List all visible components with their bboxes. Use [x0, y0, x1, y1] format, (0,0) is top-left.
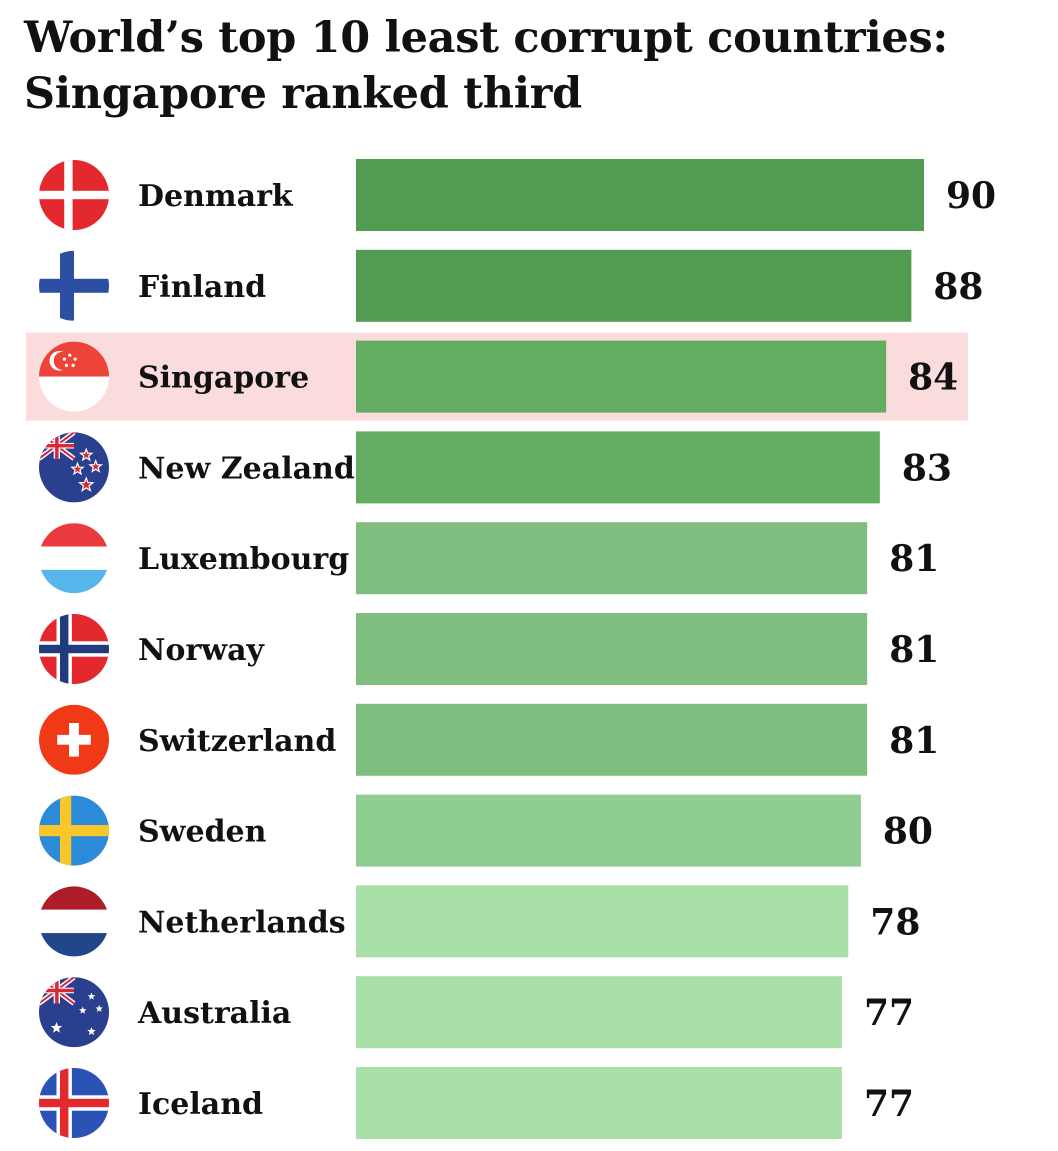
value-label: 77: [864, 992, 914, 1034]
country-label: Luxembourg: [138, 542, 349, 577]
value-label: 80: [883, 811, 933, 853]
country-label: Norway: [138, 633, 266, 668]
value-label: 81: [889, 629, 939, 671]
country-label: Sweden: [138, 815, 267, 850]
bar: [356, 159, 924, 231]
country-label: Switzerland: [138, 724, 336, 759]
switzerland-flag-icon: [39, 704, 109, 775]
value-label: 83: [902, 447, 952, 489]
value-label: 88: [933, 266, 983, 308]
bar-row-norway: Norway 81: [39, 613, 939, 685]
bar: [356, 794, 861, 867]
bar: [356, 522, 868, 595]
bar-row-singapore: Singapore 84: [26, 332, 968, 421]
iceland-flag-icon: [39, 1068, 109, 1138]
country-label: Australia: [137, 996, 291, 1031]
country-label: Netherlands: [138, 905, 346, 940]
value-label: 78: [870, 901, 920, 943]
bar-row-denmark: Denmark 90: [39, 159, 996, 231]
bar: [356, 340, 887, 413]
value-label: 84: [908, 357, 958, 399]
bar: [356, 703, 868, 776]
sweden-flag-icon: [39, 795, 109, 866]
value-label: 81: [889, 538, 939, 580]
value-label: 90: [946, 175, 996, 217]
country-label: Finland: [138, 270, 266, 305]
country-label: New Zealand: [138, 451, 355, 486]
country-label: Singapore: [138, 361, 309, 396]
chart-title-line-1: World’s top 10 least corrupt countries:: [24, 13, 948, 63]
netherlands-flag-icon: [39, 886, 109, 957]
country-label: Iceland: [138, 1087, 263, 1122]
bar-row-luxembourg: Luxembourg 81: [39, 522, 939, 595]
bar: [356, 1067, 842, 1139]
bar: [356, 976, 842, 1049]
bar-row-netherlands: Netherlands 78: [39, 885, 920, 958]
finland-flag-icon: [39, 250, 109, 321]
australia-flag-icon: [39, 977, 109, 1048]
chart-title: World’s top 10 least corrupt countries: …: [24, 10, 1044, 122]
singapore-flag-icon: [39, 341, 109, 412]
luxembourg-flag-icon: [39, 523, 109, 594]
bar-row-sweden: Sweden 80: [39, 794, 933, 867]
country-label: Denmark: [138, 179, 294, 214]
bar: [356, 885, 849, 958]
bar-row-australia: Australia 77: [39, 976, 914, 1049]
bar-row-switzerland: Switzerland 81: [39, 703, 939, 776]
bar: [356, 613, 868, 685]
bar-row-finland: Finland 88: [39, 249, 983, 322]
value-label: 81: [889, 720, 939, 762]
bar-row-iceland: Iceland 77: [39, 1067, 914, 1139]
denmark-flag-icon: [39, 160, 109, 230]
bar: [356, 431, 880, 504]
bar-row-new-zealand: New Zealand 83: [39, 431, 952, 504]
chart-title-line-2: Singapore ranked third: [24, 69, 582, 119]
new-zealand-flag-icon: [39, 432, 109, 503]
bar: [356, 249, 912, 322]
value-label: 77: [864, 1083, 914, 1125]
norway-flag-icon: [39, 614, 109, 684]
